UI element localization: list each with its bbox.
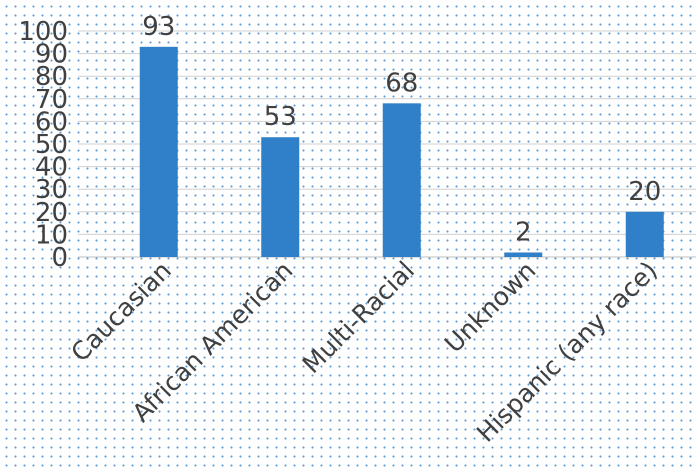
data-label: 93 (142, 12, 175, 42)
y-tick-label: 20 (35, 198, 68, 228)
y-tick-label: 100 (18, 17, 68, 47)
y-tick-label: 10 (35, 220, 68, 250)
data-label: 68 (385, 68, 418, 98)
y-tick-label: 80 (35, 62, 68, 92)
bars (139, 46, 664, 257)
data-labels: 93 53 68 2 20 (142, 12, 661, 248)
data-label: 2 (515, 217, 532, 247)
bar-hispanic-any-race (625, 211, 664, 257)
data-label: 53 (264, 102, 297, 132)
bar-unknown (504, 252, 543, 257)
bar-caucasian (139, 46, 178, 257)
y-tick-label: 0 (51, 243, 68, 273)
y-tick-label: 90 (35, 40, 68, 70)
y-tick-label: 50 (35, 130, 68, 160)
y-tick-label: 40 (35, 153, 68, 183)
x-tick-label: Multi-Racial (297, 256, 420, 379)
y-tick-label: 60 (35, 107, 68, 137)
y-tick-label: 30 (35, 175, 68, 205)
bar-african-american (261, 137, 300, 257)
x-tick-label: Unknown (439, 256, 542, 359)
data-label: 20 (628, 177, 661, 207)
y-tick-label: 70 (35, 85, 68, 115)
x-tick-label: Caucasian (65, 256, 177, 368)
bar-multi-racial (382, 103, 421, 257)
